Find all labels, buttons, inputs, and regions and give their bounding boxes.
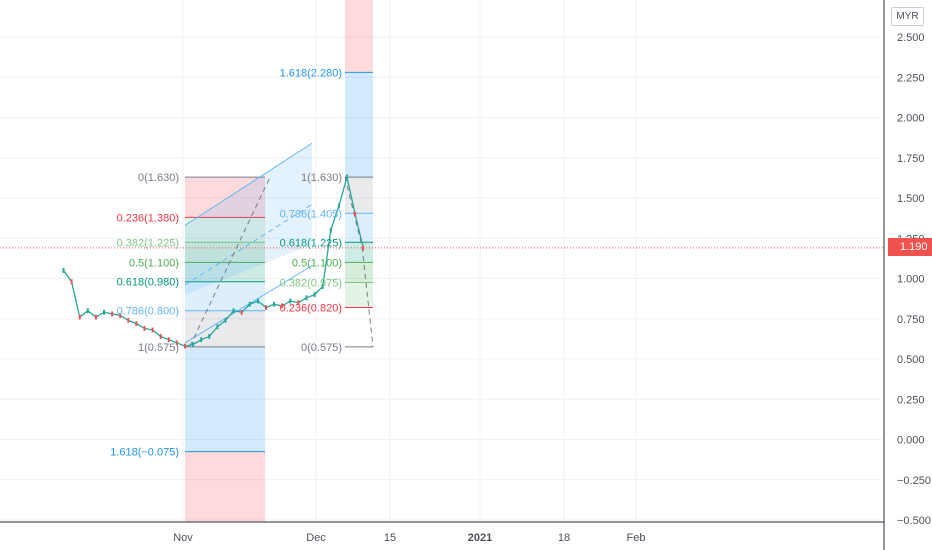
fib-labels: 0(1.630) 0.236(1.380) 0.382(1.225) 0.5(1.10… <box>110 67 342 458</box>
fib2-zone-ext <box>345 0 373 73</box>
fib-label: 0.5(1.100) <box>129 257 179 269</box>
x-tick-label: Nov <box>173 532 193 544</box>
fib-zone-3 <box>185 242 265 263</box>
y-tick-label: 0.250 <box>897 394 925 406</box>
fib2-label: 0.786(1.405) <box>280 208 342 220</box>
price-line <box>62 176 364 347</box>
fib2-label: 0.236(0.820) <box>280 302 342 314</box>
y-tick-label: 1.000 <box>897 274 925 286</box>
fib2-label: 0.382(0.975) <box>280 278 342 290</box>
x-tick-label: Dec <box>306 532 326 544</box>
fib2-zone-5 <box>345 262 373 283</box>
fib-label: 1.618(2.280) <box>280 67 342 79</box>
fib-zones <box>185 0 374 522</box>
y-tick-label: 2.500 <box>897 32 925 44</box>
last-price-tag: 1.190 <box>888 238 932 256</box>
fib-zone-ext <box>185 451 265 522</box>
fib2-label: 0.618(1.225) <box>280 237 342 249</box>
fib-zone-7 <box>185 346 265 452</box>
channel-fill <box>185 143 312 295</box>
y-tick-label: 1.500 <box>897 193 925 205</box>
fib-label: 1.618(−0.075) <box>110 447 179 459</box>
fib2-zone-1 <box>345 72 373 178</box>
y-tick-label: 0.500 <box>897 354 925 366</box>
price-axis[interactable]: 2.5002.2502.0001.7501.5001.2501.0000.750… <box>883 0 931 550</box>
parallel-channel <box>184 142 313 347</box>
fib-zone-5 <box>185 281 265 311</box>
y-tick-label: −0.250 <box>897 475 931 487</box>
x-tick-label: 15 <box>384 532 396 544</box>
fib2-zone-4 <box>345 242 373 263</box>
fib2-label: 1(1.630) <box>301 172 342 184</box>
time-axis[interactable]: Nov Dec 15 2021 18 Feb <box>0 521 884 544</box>
channel-upper <box>184 142 313 226</box>
fib2-label: 0.5(1.100) <box>292 257 342 269</box>
fib-label: 0.786(0.800) <box>117 306 179 318</box>
fib-label: 0(1.630) <box>138 172 179 184</box>
y-tick-label: −0.500 <box>897 515 931 527</box>
x-tick-label: 2021 <box>468 532 492 544</box>
y-tick-label: 2.000 <box>897 113 925 125</box>
channel-mid <box>184 204 313 286</box>
x-tick-label: 18 <box>558 532 570 544</box>
fib-label: 0.618(0.980) <box>117 277 179 289</box>
fib-label: 1(0.575) <box>138 342 179 354</box>
y-tick-label: 0.750 <box>897 314 925 326</box>
fib2-label: 0(0.575) <box>301 342 342 354</box>
fib-label: 0.236(1.380) <box>117 212 179 224</box>
y-tick-label: 0.000 <box>897 435 925 447</box>
channel-lower <box>184 265 313 344</box>
fib2-zone-6 <box>345 282 373 308</box>
fib-zone-2 <box>185 217 265 243</box>
grid <box>0 0 882 522</box>
fib2-trend <box>344 176 374 347</box>
price-series <box>0 174 884 349</box>
x-tick-label: Feb <box>627 532 646 544</box>
fib-zone-1 <box>185 177 265 218</box>
fib-label: 0.382(1.225) <box>117 237 179 249</box>
fib-trend <box>189 176 271 347</box>
y-tick-label: 1.750 <box>897 153 925 165</box>
currency-button[interactable]: MYR <box>891 7 924 26</box>
y-tick-label: 2.250 <box>897 72 925 84</box>
